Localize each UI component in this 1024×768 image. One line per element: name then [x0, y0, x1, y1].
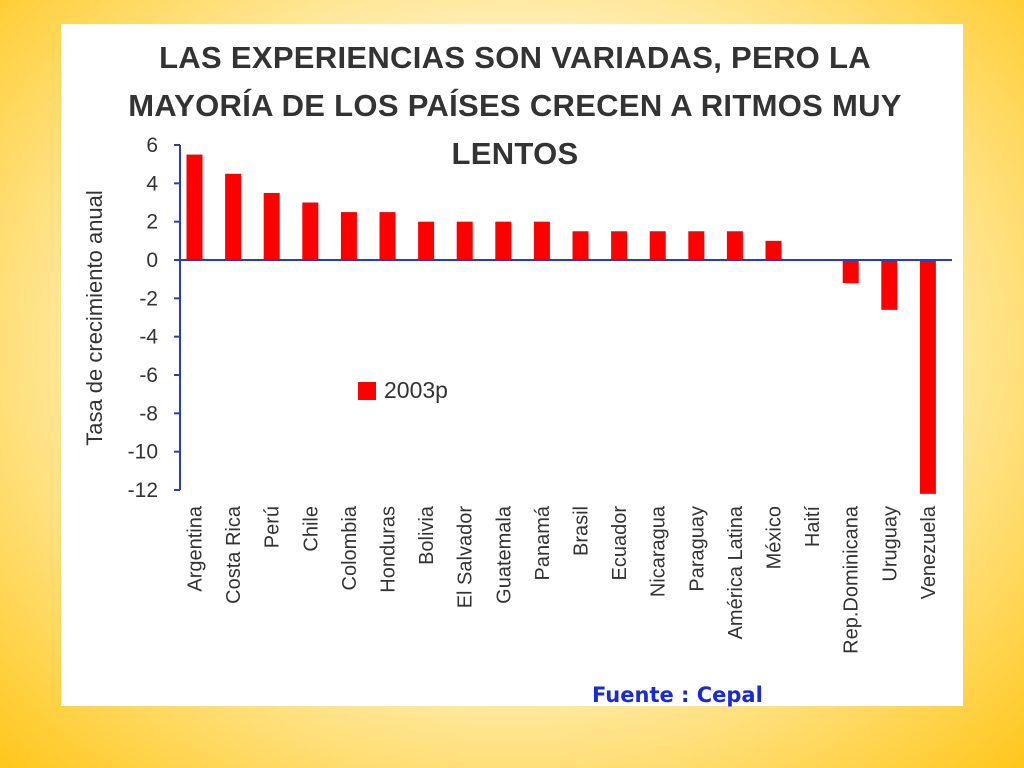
x-category-label: América Latina	[725, 505, 747, 639]
bar	[302, 202, 319, 260]
x-category-label: Bolivia	[416, 505, 438, 565]
x-category-label: Guatemala	[493, 505, 515, 604]
y-tick-label: -10	[128, 441, 158, 464]
bar	[881, 260, 898, 310]
bar	[186, 154, 203, 260]
y-tick-label: -2	[139, 287, 158, 310]
x-category-label: Ecuador	[609, 506, 631, 581]
bar	[533, 221, 550, 260]
bar	[765, 240, 782, 260]
bar	[456, 221, 473, 260]
x-category-label: México	[764, 506, 786, 569]
x-category-label: Colombia	[339, 505, 361, 590]
x-category-label: Panamá	[532, 505, 554, 580]
bar	[340, 212, 357, 260]
x-category-label: Honduras	[378, 506, 400, 593]
bar	[649, 231, 666, 260]
x-category-label: Haití	[802, 506, 824, 548]
y-tick-label: -8	[139, 402, 158, 425]
bar	[379, 212, 396, 260]
x-category-label: Uruguay	[879, 506, 901, 582]
y-tick-label: 4	[146, 172, 158, 195]
x-category-label: Nicaragua	[648, 505, 670, 597]
bar	[225, 173, 242, 260]
bar	[418, 221, 435, 260]
bar	[919, 260, 936, 494]
bar	[688, 231, 705, 260]
x-category-label: Brasil	[571, 506, 593, 556]
bar	[572, 231, 589, 260]
y-tick-label: -6	[139, 364, 158, 387]
bar	[726, 231, 743, 260]
bar	[611, 231, 628, 260]
x-category-label: Venezuela	[918, 505, 940, 599]
y-tick-label: -4	[139, 326, 158, 349]
x-category-label: Argentina	[185, 505, 207, 591]
y-axis-title: Tasa de crecimiento anual	[82, 190, 107, 446]
y-tick-label: 0	[146, 249, 158, 272]
legend-label: 2003p	[384, 377, 448, 403]
bar	[842, 260, 859, 283]
y-tick-label: 6	[146, 134, 158, 157]
x-category-label: Paraguay	[686, 506, 708, 592]
source-note: Fuente : Cepal	[592, 683, 763, 707]
x-category-label: Rep.Dominicana	[841, 505, 863, 654]
x-category-label: Costa Rica	[223, 505, 245, 604]
x-category-label: Chile	[300, 506, 322, 552]
y-tick-label: 2	[146, 211, 158, 234]
legend-swatch	[358, 382, 376, 400]
x-category-label: El Salvador	[455, 506, 477, 609]
bar	[495, 221, 512, 260]
y-tick-label: -12	[128, 479, 158, 502]
x-category-label: Perú	[262, 506, 284, 548]
bar	[263, 192, 280, 260]
slide-panel	[61, 24, 963, 706]
chart-title: LAS EXPERIENCIAS SON VARIADAS, PERO LA M…	[128, 40, 902, 171]
